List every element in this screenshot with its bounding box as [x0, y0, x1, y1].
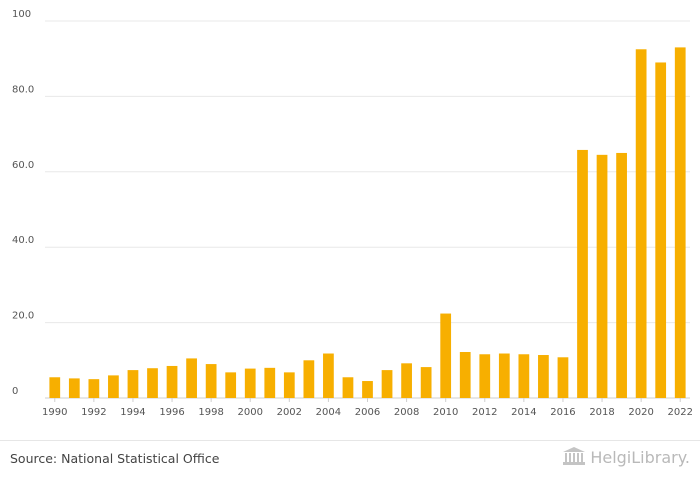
y-tick-label: 40.0 [12, 235, 34, 246]
bar-1995[interactable] [147, 368, 158, 398]
bar-2010[interactable] [440, 313, 452, 398]
x-tick-label: 2014 [511, 407, 536, 418]
bar-2022[interactable] [674, 47, 686, 398]
x-tick-label: 1990 [42, 407, 67, 418]
library-building-icon [563, 447, 586, 465]
bar-2021[interactable] [655, 62, 667, 398]
bar-2019[interactable] [616, 152, 627, 398]
bar-1998[interactable] [205, 364, 217, 398]
y-axis: 0 20.0 40.0 60.0 80.0 100 [12, 9, 34, 397]
bar-2013[interactable] [498, 353, 510, 398]
x-tick-label: 1992 [81, 407, 106, 418]
x-tick-label: 2006 [355, 407, 380, 418]
helgi-library-logo[interactable]: HelgiLibrary. [562, 447, 690, 467]
x-tick-label: 2000 [238, 407, 263, 418]
bar-2018[interactable] [596, 154, 608, 398]
x-tick-label: 1994 [120, 407, 145, 418]
bar-2007[interactable] [381, 370, 393, 398]
bar-2016[interactable] [557, 357, 569, 398]
x-tick-label: 2008 [394, 407, 419, 418]
bars-group [49, 47, 686, 399]
bar-1999[interactable] [225, 372, 237, 398]
bar-2006[interactable] [362, 381, 373, 398]
bar-2003[interactable] [303, 360, 315, 398]
bar-2011[interactable] [459, 352, 471, 398]
x-tick-label: 2020 [628, 407, 653, 418]
bar-2008[interactable] [401, 363, 412, 398]
bar-1996[interactable] [166, 365, 178, 398]
x-tick-label: 1996 [159, 407, 184, 418]
bar-2014[interactable] [518, 354, 530, 398]
x-tick-label: 2016 [550, 407, 575, 418]
bar-2015[interactable] [538, 355, 549, 398]
y-tick-label: 80.0 [12, 84, 34, 95]
y-tick-label: 100 [12, 9, 31, 20]
y-tick-label: 60.0 [12, 160, 34, 171]
bar-2000[interactable] [244, 368, 256, 398]
x-axis: 1990 1992 1994 1996 1998 2000 2002 2004 2006 2008… [42, 398, 693, 418]
bar-2004[interactable] [323, 353, 334, 398]
bar-1992[interactable] [88, 379, 100, 398]
source-note: Source: National Statistical Office [10, 451, 220, 466]
logo-text: HelgiLibrary. [590, 447, 690, 467]
bar-2002[interactable] [283, 372, 295, 398]
x-tick-label: 2002 [277, 407, 302, 418]
bar-2001[interactable] [264, 367, 276, 398]
footer: Source: National Statistical Office Helg… [0, 440, 700, 484]
bar-2005[interactable] [342, 377, 354, 398]
x-tick-label: 2004 [316, 407, 341, 418]
bar-1997[interactable] [186, 358, 197, 398]
bar-2009[interactable] [420, 367, 432, 398]
y-tick-label: 0 [12, 386, 18, 397]
bar-2012[interactable] [479, 354, 491, 398]
x-tick-label: 2010 [433, 407, 458, 418]
bar-2020[interactable] [635, 49, 647, 399]
bar-1993[interactable] [108, 375, 119, 398]
x-tick-label: 2012 [472, 407, 497, 418]
bar-1990[interactable] [49, 377, 61, 398]
grid-lines [45, 20, 690, 399]
x-tick-label: 1998 [198, 407, 223, 418]
bar-1991[interactable] [68, 378, 80, 398]
x-tick-label: 2022 [668, 407, 693, 418]
bar-1994[interactable] [127, 370, 139, 398]
x-tick-label: 2018 [589, 407, 614, 418]
y-tick-label: 20.0 [12, 311, 34, 322]
bar-2017[interactable] [577, 149, 588, 398]
